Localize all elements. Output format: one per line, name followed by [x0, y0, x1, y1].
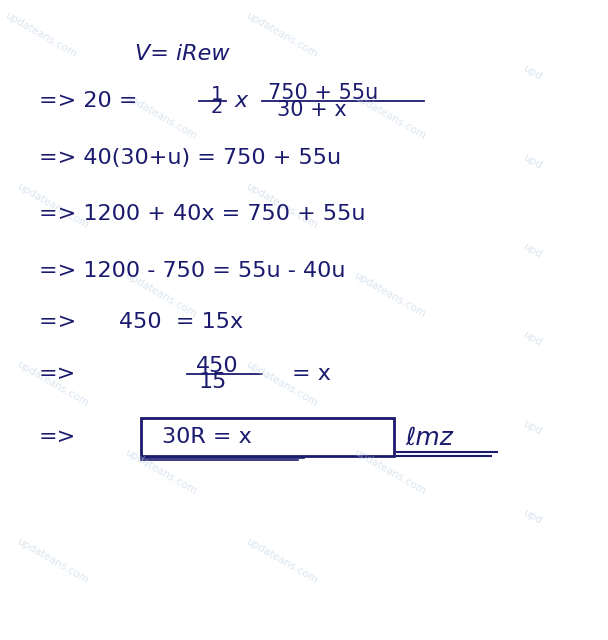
Text: updateans.com: updateans.com — [15, 536, 90, 586]
Text: 30R = x: 30R = x — [162, 428, 252, 447]
Text: upd: upd — [521, 152, 543, 171]
Text: updateans.com: updateans.com — [244, 359, 319, 408]
Text: updateans.com: updateans.com — [244, 10, 319, 59]
Text: 450: 450 — [196, 356, 238, 376]
Text: updateans.com: updateans.com — [352, 448, 427, 497]
Text: updateans.com: updateans.com — [244, 181, 319, 230]
Text: =>: => — [39, 364, 76, 384]
Text: updateans.com: updateans.com — [123, 448, 198, 497]
Text: updateans.com: updateans.com — [3, 10, 78, 59]
Text: updateans.com: updateans.com — [123, 270, 198, 319]
Text: upd: upd — [521, 508, 543, 526]
Text: updateans.com: updateans.com — [352, 92, 427, 141]
Text: 750 + 55u: 750 + 55u — [268, 83, 378, 103]
Text: = x: = x — [292, 364, 331, 384]
Text: upd: upd — [521, 330, 543, 348]
Text: V= iRew: V= iRew — [136, 44, 230, 63]
Text: ℓmz: ℓmz — [405, 426, 453, 450]
Bar — [141, 418, 395, 456]
Text: => 20 =: => 20 = — [39, 91, 137, 111]
Text: 1: 1 — [210, 85, 223, 104]
Text: updateans.com: updateans.com — [244, 536, 319, 586]
Text: => 40(30+u) = 750 + 55u: => 40(30+u) = 750 + 55u — [39, 148, 341, 168]
Text: 30 + x: 30 + x — [277, 100, 347, 120]
Text: updateans.com: updateans.com — [123, 92, 198, 141]
Text: x: x — [235, 91, 248, 111]
Text: =>      450  = 15x: => 450 = 15x — [39, 312, 243, 332]
Text: upd: upd — [521, 419, 543, 437]
Text: updateans.com: updateans.com — [15, 359, 90, 408]
Text: updateans.com: updateans.com — [352, 270, 427, 319]
Text: updateans.com: updateans.com — [15, 181, 90, 230]
Text: =>: => — [39, 428, 76, 447]
Text: 2: 2 — [210, 98, 223, 117]
Text: upd: upd — [521, 63, 543, 82]
Text: 15: 15 — [199, 372, 227, 392]
Text: => 1200 + 40x = 750 + 55u: => 1200 + 40x = 750 + 55u — [39, 204, 365, 224]
Text: upd: upd — [521, 241, 543, 259]
Text: => 1200 - 750 = 55u - 40u: => 1200 - 750 = 55u - 40u — [39, 260, 345, 280]
